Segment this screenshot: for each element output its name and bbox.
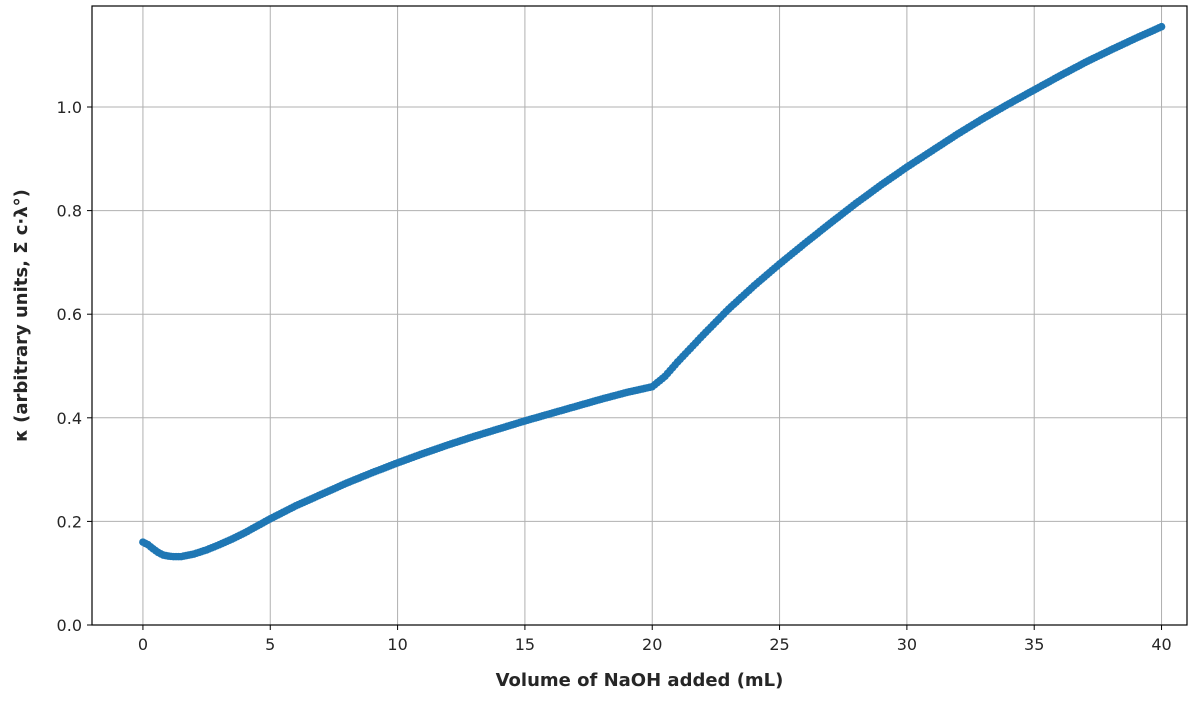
x-tick-label: 15 (515, 635, 535, 654)
x-tick-label: 20 (642, 635, 662, 654)
y-axis-ticks: 0.0 0.2 0.4 0.6 0.8 1.0 (57, 98, 92, 635)
x-axis-ticks: 0 5 10 15 20 25 30 35 40 (138, 625, 1172, 654)
y-tick-label: 1.0 (57, 98, 82, 117)
y-tick-label: 0.2 (57, 512, 82, 531)
y-tick-label: 0.0 (57, 616, 82, 635)
y-axis-label: κ (arbitrary units, Σ c·λ°) (11, 189, 32, 442)
data-point (1157, 22, 1166, 31)
x-tick-label: 25 (769, 635, 789, 654)
x-tick-label: 30 (897, 635, 917, 654)
x-tick-label: 10 (387, 635, 407, 654)
x-tick-label: 40 (1151, 635, 1171, 654)
data-series (139, 22, 1166, 561)
x-axis-label: Volume of NaOH added (mL) (496, 670, 784, 691)
y-tick-label: 0.6 (57, 305, 82, 324)
x-tick-label: 0 (138, 635, 148, 654)
plot-area-frame (91, 5, 1188, 626)
y-tick-label: 0.8 (57, 202, 82, 221)
x-tick-label: 35 (1024, 635, 1044, 654)
x-tick-label: 5 (265, 635, 275, 654)
y-tick-label: 0.4 (57, 409, 82, 428)
